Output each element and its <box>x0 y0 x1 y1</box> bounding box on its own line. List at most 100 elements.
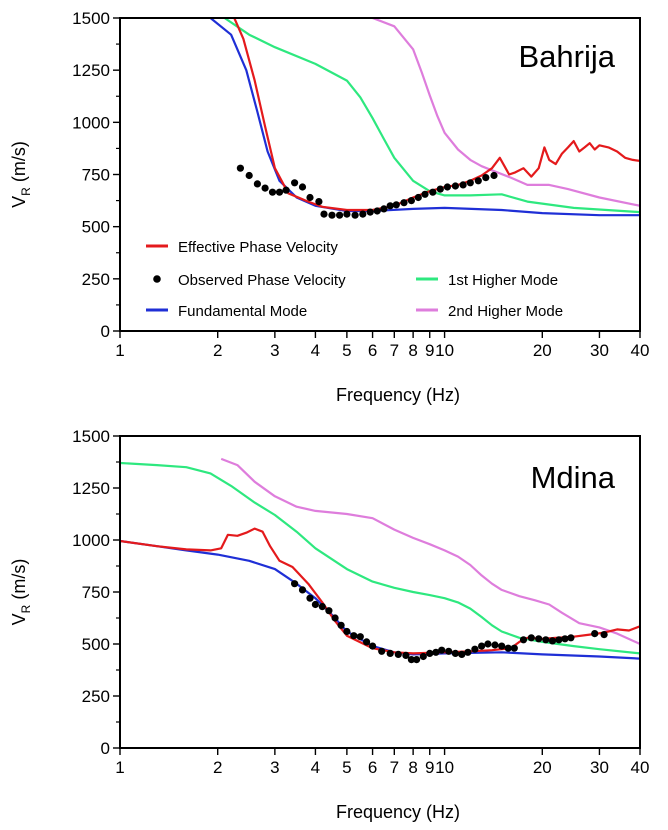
x-axis-label: Frequency (Hz) <box>336 385 460 405</box>
observed-point <box>392 201 400 209</box>
observed-point <box>600 631 608 639</box>
x-axis-label: Frequency (Hz) <box>336 802 460 822</box>
observed-point <box>306 193 314 202</box>
y-tick-label: 750 <box>82 583 110 602</box>
y-tick-label: 1500 <box>72 9 110 28</box>
observed-point <box>432 648 440 656</box>
observed-point <box>291 179 299 187</box>
observed-point <box>275 188 284 196</box>
observed-point <box>445 647 453 655</box>
observed-point <box>331 614 339 622</box>
observed-point <box>504 644 512 652</box>
y-tick-label: 500 <box>82 635 110 654</box>
chart-title: Bahrija <box>519 39 616 74</box>
legend-item-observed-phase-velocity: Observed Phase Velocity <box>153 272 346 289</box>
observed-point <box>429 188 437 196</box>
x-tick-label: 5 <box>342 341 351 360</box>
observed-point <box>337 621 345 629</box>
observed-point <box>350 632 358 640</box>
observed-point <box>421 190 429 198</box>
observed-point <box>253 180 261 188</box>
y-axis-label-subscript: R <box>19 604 33 613</box>
y-axis-label-unit: (m/s) <box>9 141 29 187</box>
observed-point <box>386 649 394 658</box>
x-tick-label: 30 <box>590 341 609 360</box>
observed-point <box>498 642 506 650</box>
y-axis-label-main: V <box>9 196 29 208</box>
observed-point <box>535 635 543 643</box>
x-tick-label: 40 <box>631 341 650 360</box>
observed-point <box>320 210 328 218</box>
observed-point <box>407 656 415 664</box>
x-tick-label: 7 <box>390 341 399 360</box>
observed-point <box>351 211 359 219</box>
x-tick-label: 20 <box>533 341 552 360</box>
y-tick-label: 1250 <box>72 479 110 498</box>
plot-area <box>209 18 640 219</box>
legend-item-1st-higher-mode: 1st Higher Mode <box>416 272 558 289</box>
observed-point <box>336 211 344 219</box>
y-axis-label: VR (m/s) <box>9 141 33 208</box>
legend-label: Observed Phase Velocity <box>178 272 346 289</box>
x-tick-label: 8 <box>408 341 417 360</box>
plot-area <box>120 457 640 664</box>
x-tick-label: 10 <box>435 758 454 777</box>
series-line-effective-phase-velocity <box>120 527 640 655</box>
legend-label: Fundamental Mode <box>178 303 307 320</box>
observed-point <box>426 649 434 658</box>
observed-point <box>451 182 459 190</box>
observed-point <box>325 607 333 615</box>
observed-point <box>591 630 599 638</box>
x-tick-label: 10 <box>435 341 454 360</box>
x-tick-label: 1 <box>115 758 124 777</box>
observed-point <box>438 646 446 654</box>
observed-point <box>555 636 563 644</box>
observed-point <box>402 651 410 660</box>
chart-title: Mdina <box>531 460 616 495</box>
observed-point <box>318 603 326 611</box>
legend-label: 2nd Higher Mode <box>448 303 563 320</box>
series-line-effective-phase-velocity <box>233 18 640 212</box>
observed-point <box>298 183 307 191</box>
observed-point <box>466 179 474 187</box>
observed-point <box>407 197 415 205</box>
observed-point <box>378 647 386 655</box>
legend: Effective Phase Velocity Observed Phase V… <box>146 239 563 320</box>
series-line-2nd-higher-mode <box>220 457 640 646</box>
observed-point <box>359 210 367 218</box>
y-tick-label: 0 <box>101 322 110 341</box>
chart-panel-bahrija: 0 250 500 750 1000 1250 1500 1 2 3 4 5 6 7 8 9 10 20 30 40 F… <box>9 9 649 405</box>
y-tick-label: 1250 <box>72 61 110 80</box>
y-tick-label: 0 <box>101 739 110 758</box>
y-axis-label-subscript: R <box>19 187 33 196</box>
observed-point <box>369 642 377 650</box>
observed-point <box>490 171 498 180</box>
observed-point <box>419 652 427 661</box>
observed-point <box>414 193 422 202</box>
x-tick-label: 6 <box>368 758 377 777</box>
x-tick-label: 3 <box>270 758 279 777</box>
observed-point <box>268 188 277 196</box>
y-tick-label: 250 <box>82 687 110 706</box>
observed-point <box>413 656 421 664</box>
y-axis-label-unit: (m/s) <box>9 559 29 605</box>
x-tick-label: 1 <box>115 341 124 360</box>
legend-item-effective-phase-velocity: Effective Phase Velocity <box>146 239 338 256</box>
observed-point <box>510 644 518 652</box>
x-tick-label: 5 <box>342 758 351 777</box>
legend-label: Effective Phase Velocity <box>178 239 338 256</box>
observed-point <box>356 633 364 641</box>
legend-item-fundamental-mode: Fundamental Mode <box>146 303 307 320</box>
observed-point <box>484 640 492 648</box>
observed-point <box>261 184 269 192</box>
observed-point <box>315 198 323 206</box>
x-tick-label: 4 <box>311 758 320 777</box>
x-tick-label: 40 <box>631 758 650 777</box>
y-tick-label: 1500 <box>72 427 110 446</box>
x-tick-label: 30 <box>590 758 609 777</box>
observed-point <box>458 650 466 659</box>
x-tick-label: 20 <box>533 758 552 777</box>
y-tick-label: 250 <box>82 270 110 289</box>
